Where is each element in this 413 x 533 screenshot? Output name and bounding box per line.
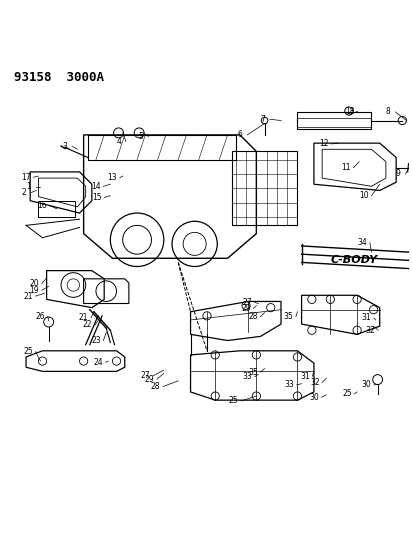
Text: 24: 24 [93, 358, 102, 367]
Text: C-BODY: C-BODY [330, 255, 377, 265]
Text: 7: 7 [259, 115, 264, 124]
Text: 27: 27 [140, 372, 150, 381]
Text: 34: 34 [357, 238, 366, 247]
Text: 23: 23 [91, 336, 100, 345]
Text: 16: 16 [38, 201, 47, 210]
Text: 13: 13 [107, 173, 117, 182]
Text: 33: 33 [284, 381, 293, 390]
Text: 17: 17 [21, 173, 31, 182]
Text: 28: 28 [248, 312, 257, 321]
Text: 35: 35 [283, 312, 292, 321]
Text: 15: 15 [92, 193, 101, 202]
Text: 18: 18 [344, 107, 354, 116]
Text: 2: 2 [21, 188, 26, 197]
Text: 14: 14 [91, 182, 100, 191]
Text: 11: 11 [340, 163, 350, 172]
Text: 19: 19 [29, 286, 39, 295]
Text: 32: 32 [365, 326, 375, 335]
Text: 5: 5 [138, 132, 143, 141]
Text: 22: 22 [83, 320, 92, 329]
Text: 32: 32 [309, 378, 319, 387]
Text: 12: 12 [319, 140, 328, 149]
Text: 3: 3 [62, 142, 67, 151]
Text: 21: 21 [79, 313, 88, 322]
Text: 33: 33 [242, 372, 252, 381]
Text: 30: 30 [308, 393, 318, 402]
Text: 26: 26 [36, 312, 45, 321]
Text: 30: 30 [361, 381, 370, 390]
Text: 27: 27 [242, 298, 252, 307]
Text: 35: 35 [247, 368, 257, 377]
Text: 25: 25 [228, 397, 238, 406]
Text: 93158  3000A: 93158 3000A [14, 71, 104, 84]
Text: 9: 9 [395, 169, 400, 179]
Text: 31: 31 [361, 313, 370, 322]
Text: 8: 8 [385, 107, 389, 116]
Text: 25: 25 [341, 390, 351, 399]
Text: 29: 29 [144, 375, 154, 384]
Text: 1: 1 [26, 182, 31, 191]
Text: 31: 31 [299, 372, 309, 381]
Text: 28: 28 [150, 382, 160, 391]
Text: 25: 25 [23, 347, 33, 356]
Text: 4: 4 [116, 137, 121, 146]
Text: 10: 10 [358, 191, 368, 200]
Text: 21: 21 [23, 292, 33, 301]
Text: 29: 29 [241, 304, 250, 313]
Text: 20: 20 [29, 279, 39, 288]
Text: 6: 6 [237, 131, 242, 140]
